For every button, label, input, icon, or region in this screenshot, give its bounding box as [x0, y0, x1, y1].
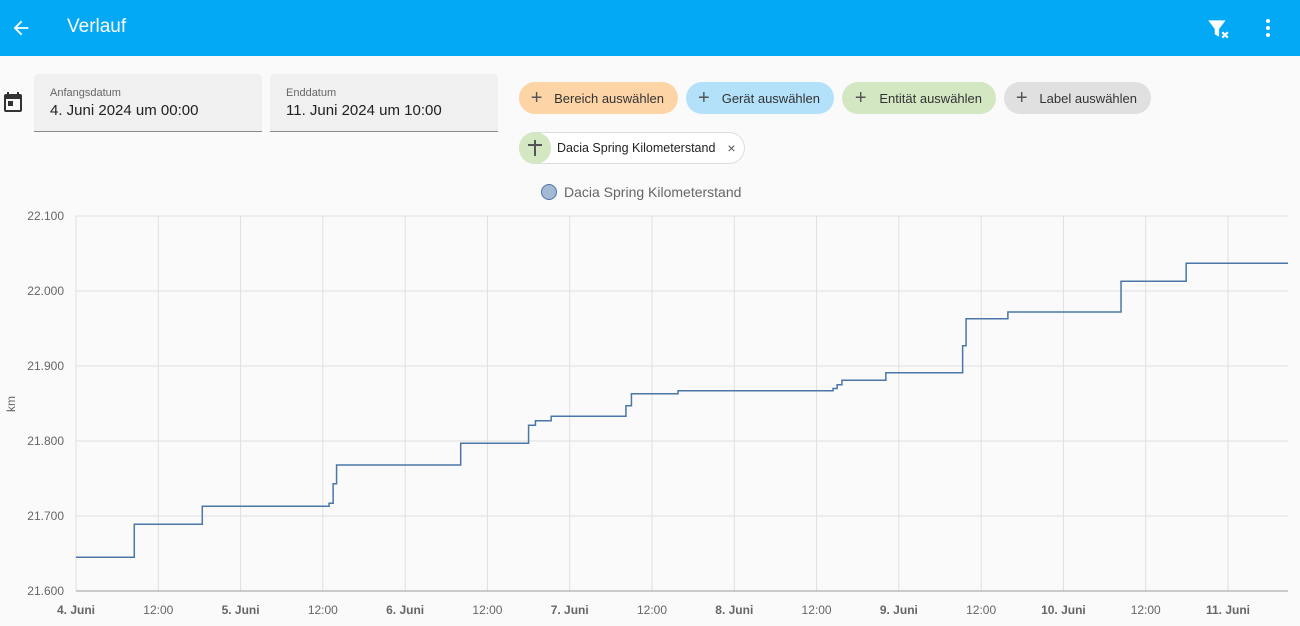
- x-tick-label: 10. Juni: [1041, 603, 1086, 617]
- target-chip[interactable]: + Bereich auswählen: [519, 82, 678, 114]
- y-tick-label: 22.100: [27, 209, 64, 223]
- chip-label: Bereich auswählen: [554, 90, 664, 106]
- entity-icon: [519, 131, 551, 164]
- plus-icon: +: [854, 87, 867, 109]
- field-value: 4. Juni 2024 um 00:00: [50, 102, 199, 119]
- x-tick-label: 4. Juni: [57, 603, 95, 617]
- field-label: Enddatum: [286, 87, 337, 99]
- step-line: [76, 262, 1288, 558]
- selected-entity-chip[interactable]: Dacia Spring Kilometerstand ×: [519, 131, 745, 164]
- x-tick-label: 12:00: [637, 603, 667, 617]
- field-label: Anfangsdatum: [50, 87, 121, 99]
- chip-label: Gerät auswählen: [721, 90, 820, 106]
- x-tick-label: 12:00: [143, 603, 173, 617]
- page-title: Verlauf: [67, 16, 127, 37]
- x-tick-label: 11. Juni: [1206, 603, 1250, 617]
- plus-icon: +: [530, 87, 543, 109]
- field-value: 11. Juni 2024 um 10:00: [286, 102, 442, 119]
- target-chip[interactable]: + Gerät auswählen: [686, 82, 834, 114]
- legend-label: Dacia Spring Kilometerstand: [564, 184, 741, 200]
- legend-swatch: [541, 184, 557, 200]
- x-tick-label: 8. Juni: [715, 603, 753, 617]
- y-tick-label: 22.000: [27, 284, 64, 298]
- chip-label: Label auswählen: [1039, 90, 1137, 106]
- plus-icon: +: [698, 87, 710, 109]
- x-tick-label: 12:00: [966, 603, 996, 617]
- y-axis-label: km: [4, 396, 18, 412]
- y-tick-label: 21.900: [27, 359, 64, 373]
- calendar-icon[interactable]: [1, 90, 25, 114]
- plus-icon: +: [1015, 87, 1028, 109]
- back-button[interactable]: [10, 17, 32, 39]
- x-tick-label: 12:00: [1131, 603, 1161, 617]
- target-chip[interactable]: + Label auswählen: [1004, 82, 1151, 114]
- remove-button[interactable]: ×: [727, 140, 736, 156]
- target-chip[interactable]: + Entität auswählen: [842, 82, 996, 114]
- menu-button[interactable]: [1256, 16, 1280, 40]
- y-tick-label: 21.800: [27, 434, 64, 448]
- x-tick-label: 9. Juni: [880, 603, 918, 617]
- clear-filter-button[interactable]: [1205, 16, 1231, 42]
- x-tick-label: 12:00: [308, 603, 338, 617]
- chip-label: Dacia Spring Kilometerstand: [557, 141, 716, 155]
- x-tick-label: 12:00: [472, 603, 502, 617]
- end-date-field[interactable]: Enddatum 11. Juni 2024 um 10:00: [270, 74, 498, 132]
- start-date-field[interactable]: Anfangsdatum 4. Juni 2024 um 00:00: [34, 74, 262, 132]
- x-tick-label: 7. Juni: [551, 603, 589, 617]
- top-bar: Verlauf: [0, 0, 1300, 56]
- y-tick-label: 21.600: [27, 584, 64, 598]
- x-tick-label: 5. Juni: [222, 603, 260, 617]
- chip-label: Entität auswählen: [879, 90, 982, 106]
- x-tick-label: 12:00: [802, 603, 832, 617]
- x-tick-label: 6. Juni: [386, 603, 424, 617]
- y-tick-label: 21.700: [27, 509, 64, 523]
